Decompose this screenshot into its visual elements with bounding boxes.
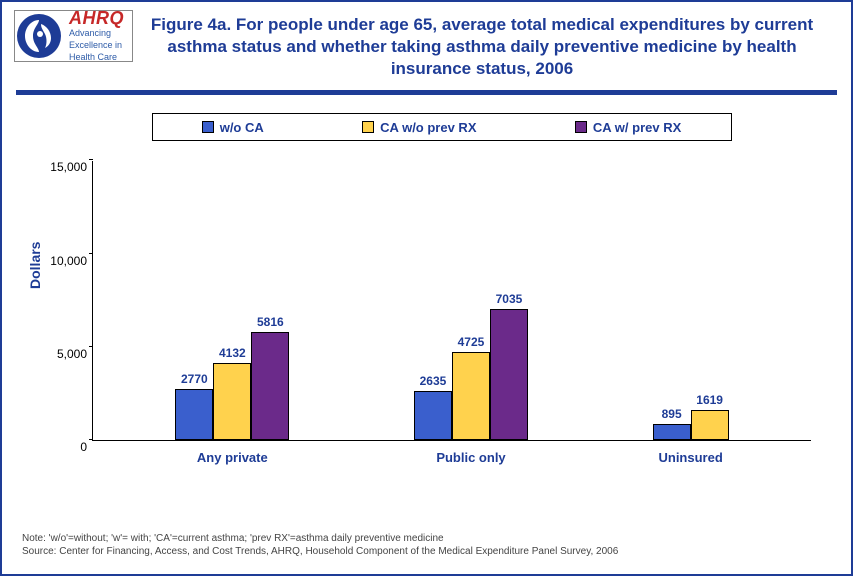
- bar: 2635: [414, 391, 452, 440]
- legend-label-3: CA w/ prev RX: [593, 120, 681, 135]
- bar: 1619: [691, 410, 729, 440]
- y-tick-label: 10,000: [31, 254, 87, 268]
- bar: 7035: [490, 309, 528, 440]
- ahrq-acronym: AHRQ: [69, 9, 124, 27]
- bar: 4725: [452, 352, 490, 440]
- bar-value-label: 7035: [496, 292, 523, 306]
- bar-value-label: 2635: [420, 374, 447, 388]
- bar-value-label: 4132: [219, 346, 246, 360]
- ahrq-tagline-3: Health Care: [69, 53, 124, 63]
- header: AHRQ Advancing Excellence in Health Care…: [2, 2, 851, 84]
- legend-item-3: CA w/ prev RX: [575, 120, 681, 135]
- bar-value-label: 4725: [458, 335, 485, 349]
- figure-title: Figure 4a. For people under age 65, aver…: [145, 10, 839, 80]
- bars-container: 277041325816Any private 263547257035Publi…: [93, 161, 811, 440]
- bar-group: 8951619Uninsured: [653, 410, 729, 440]
- plot: Dollars 277041325816Any private263547257…: [92, 161, 811, 441]
- y-tick-label: 5,000: [31, 347, 87, 361]
- ahrq-text-block: AHRQ Advancing Excellence in Health Care: [63, 7, 130, 65]
- legend-swatch-3: [575, 121, 587, 133]
- bar-value-label: 1619: [696, 393, 723, 407]
- ahrq-tagline-2: Excellence in: [69, 41, 124, 51]
- legend-swatch-2: [362, 121, 374, 133]
- bar: 5816: [251, 332, 289, 441]
- legend-swatch-1: [202, 121, 214, 133]
- x-category-label: Public only: [436, 450, 505, 465]
- bar-value-label: 895: [662, 407, 682, 421]
- header-rule: [16, 90, 837, 95]
- legend: w/o CA CA w/o prev RX CA w/ prev RX: [152, 113, 732, 141]
- footnote-note: Note: 'w/o'=without; 'w'= with; 'CA'=cur…: [22, 532, 618, 545]
- footnote-source: Source: Center for Financing, Access, an…: [22, 545, 618, 558]
- ahrq-tagline-1: Advancing: [69, 29, 124, 39]
- bar-group: 277041325816Any private: [175, 332, 289, 441]
- bar-value-label: 2770: [181, 372, 208, 386]
- chart-area: w/o CA CA w/o prev RX CA w/ prev RX Doll…: [72, 113, 811, 493]
- legend-item-2: CA w/o prev RX: [362, 120, 476, 135]
- y-tick-label: 0: [31, 440, 87, 454]
- x-category-label: Any private: [197, 450, 268, 465]
- bar-value-label: 5816: [257, 315, 284, 329]
- bar: 895: [653, 424, 691, 441]
- bar: 2770: [175, 389, 213, 441]
- y-tick-label: 15,000: [31, 160, 87, 174]
- legend-label-1: w/o CA: [220, 120, 264, 135]
- hhs-logo-icon: [17, 14, 61, 58]
- footnote: Note: 'w/o'=without; 'w'= with; 'CA'=cur…: [22, 532, 618, 558]
- bar-group: 263547257035Public only: [414, 309, 528, 440]
- legend-item-1: w/o CA: [202, 120, 264, 135]
- ahrq-logo-box: AHRQ Advancing Excellence in Health Care: [14, 10, 133, 62]
- legend-label-2: CA w/o prev RX: [380, 120, 476, 135]
- x-category-label: Uninsured: [658, 450, 722, 465]
- bar: 4132: [213, 363, 251, 440]
